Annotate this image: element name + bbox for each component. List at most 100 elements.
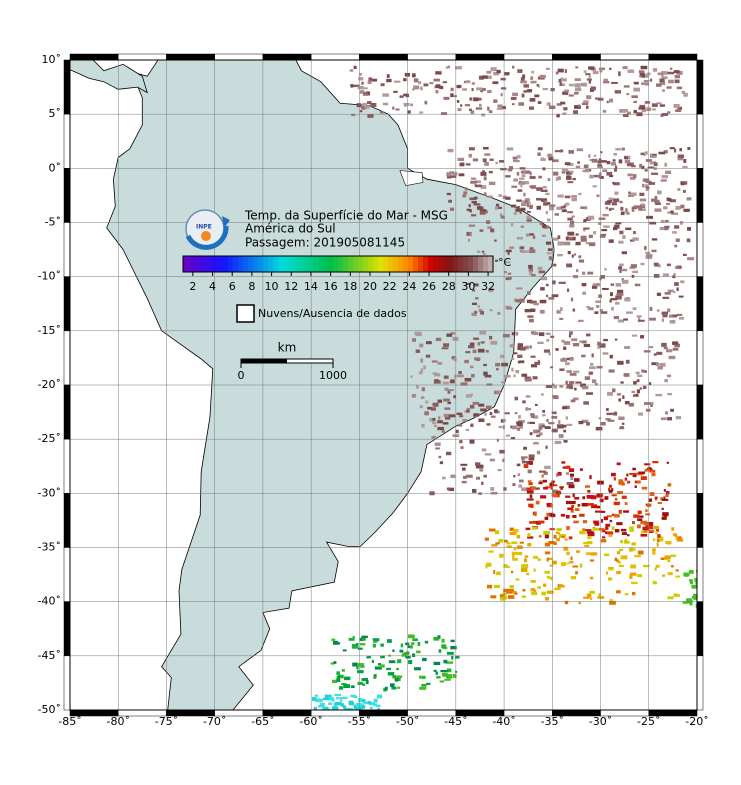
sst-pixel xyxy=(524,377,532,382)
sst-pixel xyxy=(583,343,591,348)
sst-pixel xyxy=(555,531,560,535)
sst-pixel xyxy=(500,419,505,423)
sst-pixel xyxy=(673,103,680,108)
sst-pixel xyxy=(413,85,417,90)
colorbar-cell xyxy=(273,256,279,272)
sst-pixel xyxy=(516,155,521,159)
sst-pixel xyxy=(499,213,503,217)
sst-pixel xyxy=(649,317,656,321)
sst-pixel xyxy=(319,698,323,703)
sst-pixel xyxy=(631,334,638,337)
sst-pixel xyxy=(521,200,528,204)
sst-pixel xyxy=(633,81,639,85)
sst-pixel xyxy=(642,385,647,389)
sst-pixel xyxy=(573,110,578,115)
sst-pixel xyxy=(578,420,584,425)
sst-pixel xyxy=(582,496,586,500)
sst-pixel xyxy=(444,387,449,391)
sst-pixel xyxy=(674,225,680,229)
overlay: INPE Temp. da Superfície do Mar - MSG Am… xyxy=(182,209,512,382)
sst-pixel xyxy=(575,550,581,553)
sst-pixel xyxy=(469,108,472,112)
sst-pixel xyxy=(581,354,586,358)
sst-pixel xyxy=(526,210,531,213)
frame xyxy=(63,53,704,717)
sst-pixel xyxy=(618,560,621,564)
sst-pixel xyxy=(660,417,667,421)
sst-pixel xyxy=(623,318,629,321)
sst-pixel xyxy=(652,68,658,72)
sst-pixel xyxy=(512,528,519,533)
sst-pixel xyxy=(548,557,553,560)
sst-pixel xyxy=(352,84,360,88)
sst-pixel xyxy=(420,86,423,91)
sst-pixel xyxy=(510,437,516,440)
sst-pixel xyxy=(557,68,564,73)
sst-pixel xyxy=(618,481,625,485)
sst-pixel xyxy=(644,169,648,172)
colorbar-cell xyxy=(258,256,264,272)
sst-pixel xyxy=(494,239,497,242)
sst-pixel xyxy=(681,90,686,94)
sst-pixel xyxy=(589,576,594,580)
sst-pixel xyxy=(573,370,580,373)
sst-pixel xyxy=(637,510,642,515)
sst-pixel xyxy=(526,203,530,208)
sst-pixel xyxy=(485,405,492,410)
sst-pixel xyxy=(412,338,416,342)
sst-pixel xyxy=(558,434,564,438)
sst-pixel xyxy=(604,201,611,205)
marajo xyxy=(399,170,424,187)
sst-pixel xyxy=(425,354,431,358)
sst-pixel xyxy=(487,195,493,198)
sst-pixel xyxy=(563,107,568,111)
sst-pixel xyxy=(553,484,558,487)
sst-pixel xyxy=(546,294,549,297)
sst-pixel xyxy=(494,530,500,535)
sst-pixel xyxy=(478,308,483,313)
sst-pixel xyxy=(334,693,342,696)
sst-pixel xyxy=(429,418,435,422)
sst-pixel xyxy=(544,570,550,574)
colorbar-cell xyxy=(303,256,309,272)
sst-pixel xyxy=(621,495,627,499)
sst-pixel xyxy=(499,597,506,601)
sst-pixel xyxy=(597,165,603,169)
frame-segment xyxy=(600,53,650,61)
sst-pixel xyxy=(623,85,630,88)
sst-pixel xyxy=(667,417,673,421)
sst-pixel xyxy=(572,308,576,312)
sst-pixel xyxy=(618,266,623,270)
sst-pixel xyxy=(545,211,548,215)
sst-pixel xyxy=(503,487,507,491)
sst-pixel xyxy=(500,77,506,81)
sst-pixel xyxy=(678,295,684,298)
sst-pixel xyxy=(541,393,544,396)
sst-pixel xyxy=(529,249,536,254)
sst-pixel xyxy=(367,701,372,705)
sst-pixel xyxy=(640,204,646,208)
sst-pixel xyxy=(524,309,531,313)
colorbar-cell xyxy=(183,256,189,272)
sst-pixel xyxy=(569,224,575,228)
sst-pixel xyxy=(619,270,622,273)
sst-pixel xyxy=(674,75,680,79)
sst-pixel xyxy=(575,165,581,169)
sst-pixel xyxy=(674,343,680,348)
sst-pixel xyxy=(577,83,581,88)
sst-pixel xyxy=(631,274,635,278)
sst-pixel xyxy=(471,214,477,217)
sst-pixel xyxy=(545,332,551,335)
sst-pixel xyxy=(625,227,632,231)
sst-pixel xyxy=(667,111,671,114)
sst-pixel xyxy=(523,446,527,450)
sst-pixel xyxy=(613,412,618,416)
sst-pixel xyxy=(527,315,534,318)
sst-pixel xyxy=(619,426,624,429)
sst-pixel xyxy=(644,100,651,104)
sst-pixel xyxy=(588,366,596,370)
sst-pixel xyxy=(655,529,660,532)
frame-segment xyxy=(69,709,119,717)
frame-segment xyxy=(359,709,408,717)
sst-pixel xyxy=(460,382,468,386)
